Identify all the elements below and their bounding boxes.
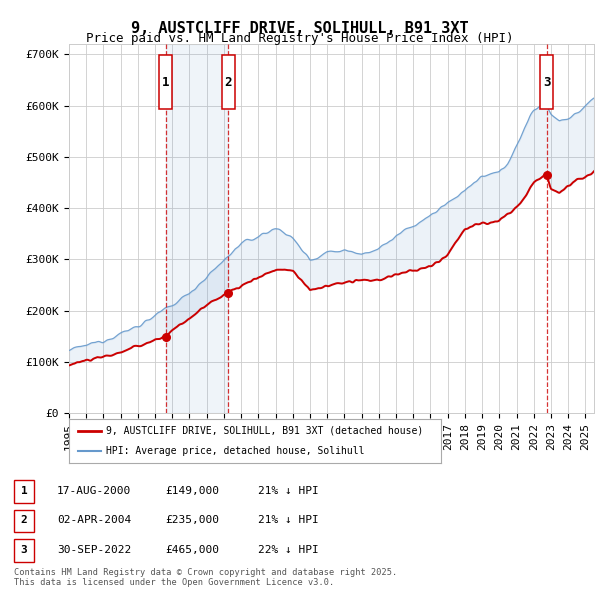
FancyBboxPatch shape [221, 55, 235, 109]
Text: 9, AUSTCLIFF DRIVE, SOLIHULL, B91 3XT (detached house): 9, AUSTCLIFF DRIVE, SOLIHULL, B91 3XT (d… [106, 426, 424, 436]
Text: 9, AUSTCLIFF DRIVE, SOLIHULL, B91 3XT: 9, AUSTCLIFF DRIVE, SOLIHULL, B91 3XT [131, 21, 469, 35]
Text: 17-AUG-2000: 17-AUG-2000 [57, 486, 131, 496]
Text: 2: 2 [20, 516, 28, 525]
Text: 3: 3 [543, 76, 550, 88]
FancyBboxPatch shape [540, 55, 553, 109]
Text: 1: 1 [20, 486, 28, 496]
Text: 02-APR-2004: 02-APR-2004 [57, 516, 131, 525]
Text: 21% ↓ HPI: 21% ↓ HPI [258, 486, 319, 496]
Text: 3: 3 [20, 545, 28, 555]
Bar [166, 44, 228, 413]
Text: 21% ↓ HPI: 21% ↓ HPI [258, 516, 319, 525]
Text: 2: 2 [224, 76, 232, 88]
Text: Price paid vs. HM Land Registry's House Price Index (HPI): Price paid vs. HM Land Registry's House … [86, 32, 514, 45]
FancyBboxPatch shape [159, 55, 172, 109]
Text: £149,000: £149,000 [165, 486, 219, 496]
Text: Contains HM Land Registry data © Crown copyright and database right 2025.
This d: Contains HM Land Registry data © Crown c… [14, 568, 397, 587]
Text: 1: 1 [162, 76, 170, 88]
Text: 30-SEP-2022: 30-SEP-2022 [57, 545, 131, 555]
Text: £465,000: £465,000 [165, 545, 219, 555]
Text: HPI: Average price, detached house, Solihull: HPI: Average price, detached house, Soli… [106, 446, 365, 456]
Text: £235,000: £235,000 [165, 516, 219, 525]
Text: 22% ↓ HPI: 22% ↓ HPI [258, 545, 319, 555]
